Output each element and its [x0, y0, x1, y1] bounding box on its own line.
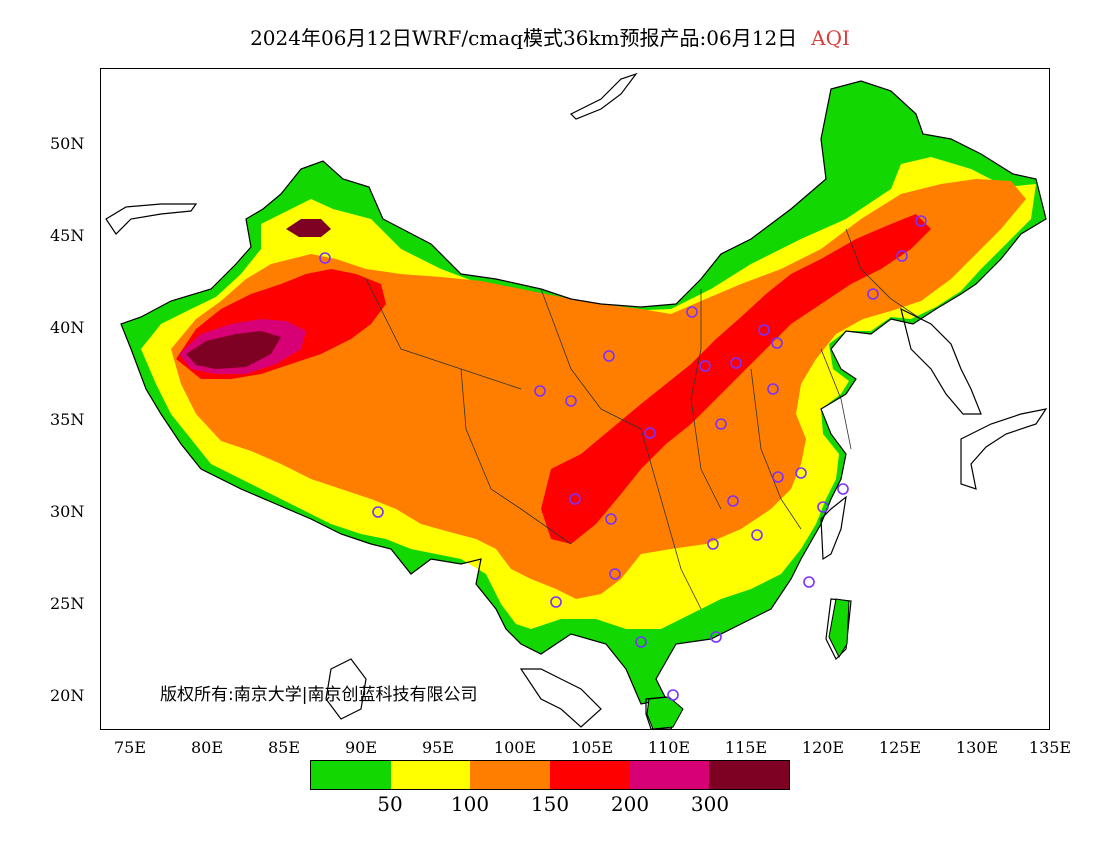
- lon-label: 120E: [801, 738, 845, 757]
- variable-label: AQI: [811, 26, 850, 50]
- lon-label: 100E: [493, 738, 537, 757]
- city-marker: [915, 215, 927, 227]
- city-marker: [372, 506, 384, 518]
- city-marker: [751, 529, 763, 541]
- legend-swatch: [550, 761, 630, 789]
- taiwan-island: [828, 598, 850, 659]
- title-text: 2024年06月12日WRF/cmaq模式36km预报产品:06月12日: [250, 26, 798, 50]
- city-marker: [605, 513, 617, 525]
- city-marker: [727, 495, 739, 507]
- city-marker: [730, 357, 742, 369]
- legend-label: 50: [377, 792, 403, 816]
- copyright-text: 版权所有:南京大学|南京创蓝科技有限公司: [160, 685, 478, 705]
- city-marker: [635, 636, 647, 648]
- lat-label: 45N: [50, 226, 85, 245]
- city-marker: [795, 467, 807, 479]
- lat-label: 25N: [50, 594, 85, 613]
- lon-label: 75E: [113, 738, 147, 757]
- page-title: 2024年06月12日WRF/cmaq模式36km预报产品:06月12日 AQI: [0, 22, 1100, 51]
- lat-label: 30N: [50, 502, 85, 521]
- lat-label: 50N: [50, 134, 85, 153]
- city-marker: [767, 383, 779, 395]
- lon-label: 135E: [1028, 738, 1072, 757]
- city-marker: [896, 250, 908, 262]
- lat-label: 35N: [50, 410, 85, 429]
- city-marker: [715, 418, 727, 430]
- city-marker: [319, 252, 331, 264]
- city-marker: [758, 324, 770, 336]
- city-marker: [686, 306, 698, 318]
- legend-label: 100: [450, 792, 490, 816]
- province-borders: [365, 228, 922, 610]
- city-marker: [550, 596, 562, 608]
- city-marker: [771, 337, 783, 349]
- city-marker: [837, 483, 849, 495]
- city-marker: [867, 288, 879, 300]
- lon-label: 90E: [344, 738, 378, 757]
- legend-label: 150: [530, 792, 570, 816]
- city-marker: [772, 471, 784, 483]
- lat-label: 20N: [50, 686, 85, 705]
- aqi-map: [100, 68, 1050, 730]
- city-marker: [644, 427, 656, 439]
- color-legend: [310, 760, 790, 790]
- lon-label: 125E: [878, 738, 922, 757]
- legend-swatch: [470, 761, 551, 789]
- city-marker: [667, 689, 679, 701]
- city-marker: [710, 631, 722, 643]
- legend-swatch: [629, 761, 710, 789]
- city-marker: [699, 360, 711, 372]
- lon-label: 110E: [647, 738, 691, 757]
- legend-label: 300: [690, 792, 730, 816]
- lon-label: 80E: [190, 738, 224, 757]
- lon-label: 105E: [570, 738, 614, 757]
- city-marker: [707, 538, 719, 550]
- city-marker: [534, 385, 546, 397]
- lon-label: 130E: [955, 738, 999, 757]
- legend-label: 200: [610, 792, 650, 816]
- lon-label: 115E: [724, 738, 768, 757]
- city-marker: [603, 350, 615, 362]
- lon-label: 85E: [267, 738, 301, 757]
- city-marker: [803, 576, 815, 588]
- city-markers: [319, 215, 927, 701]
- legend-swatch: [709, 761, 790, 789]
- lat-label: 40N: [50, 318, 85, 337]
- aqi-zone-hazardous: [186, 331, 281, 369]
- city-marker: [569, 493, 581, 505]
- city-marker: [817, 501, 829, 513]
- legend-swatch: [311, 761, 391, 789]
- coastlines: [105, 72, 1048, 729]
- lon-label: 95E: [421, 738, 455, 757]
- map-canvas: [105, 72, 1048, 729]
- aqi-zone-unhealthy: [541, 214, 931, 544]
- legend-swatch: [390, 761, 471, 789]
- city-marker: [609, 568, 621, 580]
- aqi-zone-hazardous-small: [286, 219, 331, 237]
- hainan-island: [646, 696, 684, 729]
- city-marker: [565, 395, 577, 407]
